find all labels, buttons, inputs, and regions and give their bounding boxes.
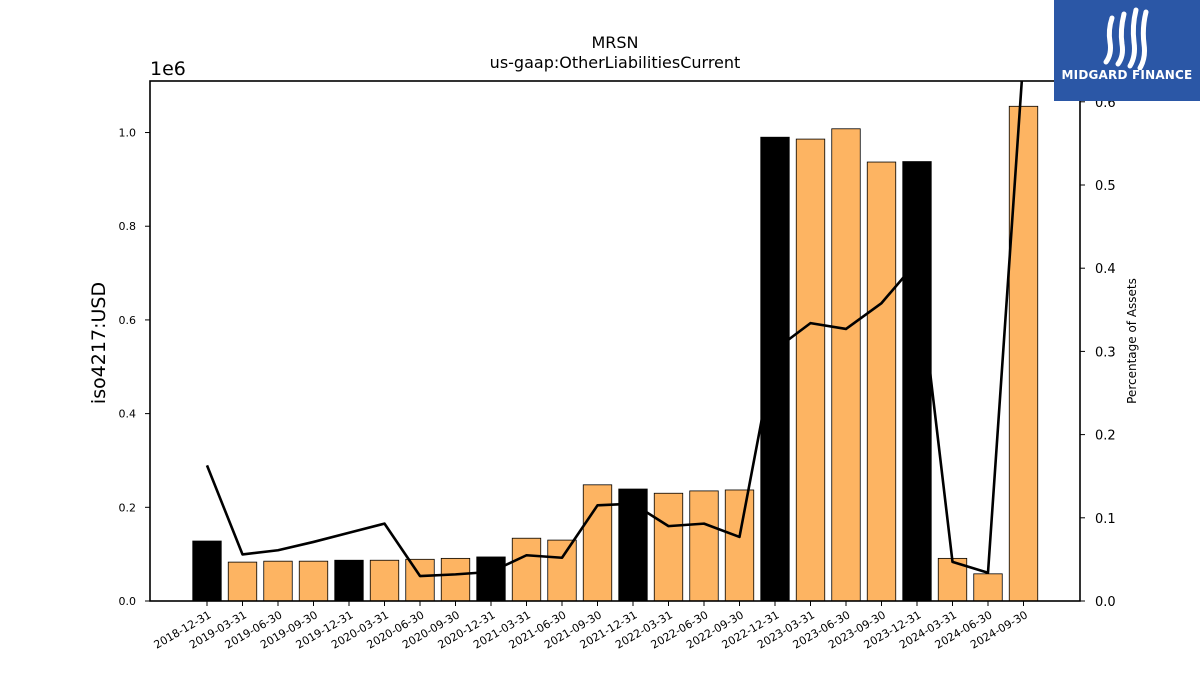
bar-2021-03-31 bbox=[511, 537, 542, 602]
bar-2021-06-30 bbox=[547, 539, 577, 602]
bar-2022-09-30 bbox=[724, 489, 755, 602]
y2-tick-label: 0.2 bbox=[1095, 429, 1116, 444]
bar-2020-09-30 bbox=[440, 557, 471, 602]
logo-text: MIDGARD FINANCE bbox=[1061, 68, 1193, 82]
bar-2018-12-31 bbox=[192, 540, 222, 602]
y2-tick-label: 0.1 bbox=[1095, 512, 1116, 527]
bar-2023-09-30 bbox=[866, 161, 897, 602]
bar-2020-12-31 bbox=[476, 556, 506, 602]
bars-group bbox=[192, 105, 1039, 602]
y-tick-label: 0.4 bbox=[119, 408, 137, 421]
y-tick-label: 0.0 bbox=[119, 595, 137, 608]
y2-tick-label: 0.0 bbox=[1095, 595, 1116, 610]
y-axis-label: iso4217:USD bbox=[88, 282, 110, 404]
bar-2022-03-31 bbox=[653, 492, 684, 602]
bar-2019-09-30 bbox=[298, 560, 329, 602]
y2-axis-label: Percentage of Assets bbox=[1125, 278, 1139, 404]
y-tick-label: 0.2 bbox=[119, 501, 137, 514]
bar-2019-06-30 bbox=[263, 560, 293, 602]
bar-2023-03-31 bbox=[795, 138, 826, 602]
line-group bbox=[205, 81, 1024, 578]
plot-frame bbox=[149, 80, 1081, 602]
bar-2019-03-31 bbox=[227, 561, 258, 602]
y2-tick-label: 0.5 bbox=[1095, 179, 1116, 194]
bar-2023-12-31 bbox=[902, 161, 932, 602]
bar-2020-03-31 bbox=[369, 559, 400, 602]
y-scale-label: 1e6 bbox=[150, 58, 186, 80]
y2-tick-label: 0.4 bbox=[1095, 262, 1116, 277]
logo-mark-icon bbox=[1103, 7, 1149, 70]
y-tick-label: 0.6 bbox=[119, 314, 137, 327]
chart-title: MRSN bbox=[591, 33, 638, 52]
chart-subtitle: us-gaap:OtherLiabilitiesCurrent bbox=[490, 53, 741, 72]
bar-2024-09-30 bbox=[1008, 105, 1039, 602]
bar-2024-06-30 bbox=[973, 573, 1003, 602]
bar-2021-09-30 bbox=[582, 484, 613, 602]
bar-2022-12-31 bbox=[760, 136, 790, 602]
bar-2020-06-30 bbox=[405, 558, 435, 602]
y-tick-label: 1.0 bbox=[119, 127, 137, 140]
y2-tick-label: 0.3 bbox=[1095, 345, 1116, 360]
midgard-finance-logo: MIDGARD FINANCE bbox=[1054, 0, 1200, 101]
line-percentage-of-assets bbox=[205, 81, 1024, 578]
bar-2023-06-30 bbox=[831, 128, 861, 602]
bar-2022-06-30 bbox=[689, 490, 719, 602]
bar-2019-12-31 bbox=[334, 559, 364, 602]
bar-2021-12-31 bbox=[618, 488, 648, 602]
y-tick-label: 0.8 bbox=[119, 220, 137, 233]
